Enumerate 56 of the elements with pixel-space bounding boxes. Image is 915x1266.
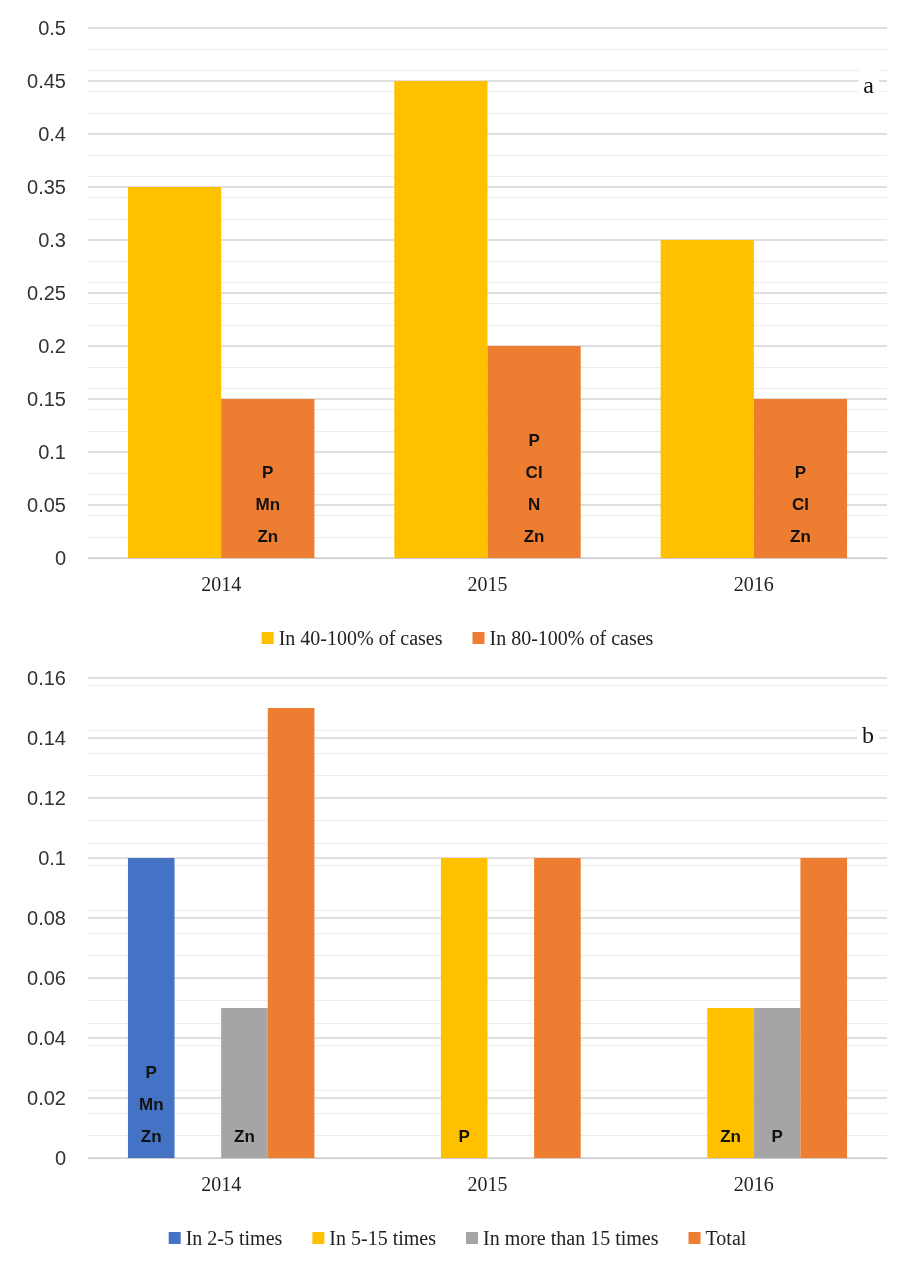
data-label: Zn xyxy=(234,1126,255,1146)
y-tick-label: 0 xyxy=(54,1147,66,1169)
data-label: P Cl N Zn xyxy=(523,430,545,546)
bar xyxy=(707,1008,754,1158)
y-tick-label: 0.45 xyxy=(27,70,66,92)
data-label: P xyxy=(771,1126,783,1146)
bar xyxy=(221,399,315,558)
bar xyxy=(221,1008,268,1158)
legend-label: In 2-5 times xyxy=(185,1227,283,1249)
y-tick-label: 0.05 xyxy=(27,494,66,516)
y-tick-label: 0.14 xyxy=(27,727,66,749)
bar xyxy=(394,81,488,558)
data-label: P Mn Zn xyxy=(138,1062,164,1146)
data-label: P Mn Zn xyxy=(255,462,281,546)
y-tick-label: 0.02 xyxy=(27,1087,66,1109)
y-tick-label: 0.3 xyxy=(38,229,66,251)
x-tick-label: 2015 xyxy=(467,573,508,595)
y-tick-label: 0.35 xyxy=(27,176,66,198)
y-tick-label: 0.06 xyxy=(27,967,66,989)
y-tick-label: 0.15 xyxy=(27,388,66,410)
y-tick-label: 0.12 xyxy=(27,787,66,809)
bar xyxy=(487,346,581,558)
bar xyxy=(127,858,175,1158)
y-tick-label: 0.1 xyxy=(38,441,66,463)
y-tick-label: 0.25 xyxy=(27,282,66,304)
bar xyxy=(267,708,315,1158)
y-tick-label: 0.1 xyxy=(38,847,66,869)
legend-label: In more than 15 times xyxy=(482,1227,659,1249)
y-tick-label: 0.08 xyxy=(27,907,66,929)
data-label: P xyxy=(458,1126,470,1146)
y-tick-label: 0.5 xyxy=(38,17,66,39)
x-tick-label: 2016 xyxy=(733,573,774,595)
legend-label: In 40-100% of cases xyxy=(278,627,443,649)
legend-label: In 80-100% of cases xyxy=(489,627,654,649)
bar xyxy=(440,858,488,1158)
bar xyxy=(660,240,754,558)
data-label: P Cl Zn xyxy=(790,462,811,546)
bar xyxy=(800,858,848,1158)
text: a xyxy=(863,72,875,98)
y-tick-label: 0.04 xyxy=(27,1027,66,1049)
legend-label: In 5-15 times xyxy=(329,1227,437,1249)
y-tick-label: 0.2 xyxy=(38,335,66,357)
y-tick-label: 0 xyxy=(54,547,66,569)
x-tick-label: 2014 xyxy=(201,573,242,595)
x-tick-label: 2014 xyxy=(201,1173,242,1195)
legend-label: Total xyxy=(705,1227,747,1249)
bar xyxy=(753,399,848,558)
y-tick-label: 0.4 xyxy=(38,123,66,145)
bar xyxy=(534,858,581,1158)
bar xyxy=(753,1008,801,1158)
data-label: Zn xyxy=(720,1126,741,1146)
bar xyxy=(127,187,222,558)
x-tick-label: 2016 xyxy=(733,1173,774,1195)
y-tick-label: 0.16 xyxy=(27,667,66,689)
text: b xyxy=(862,722,874,748)
x-tick-label: 2015 xyxy=(467,1173,508,1195)
